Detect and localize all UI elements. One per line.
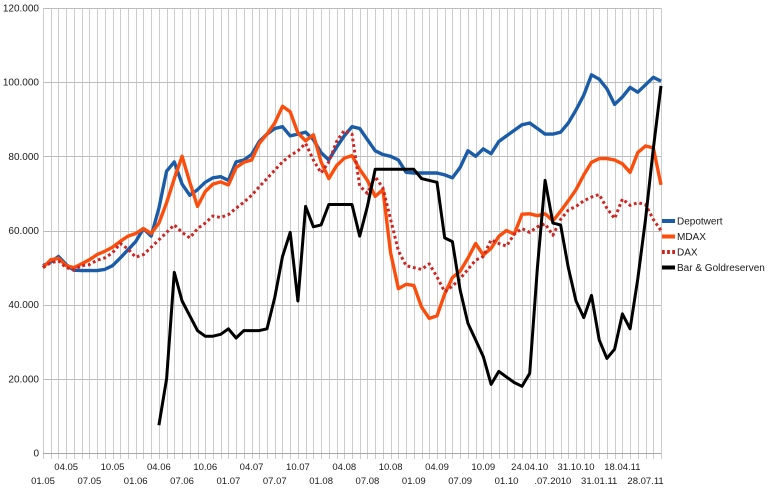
- legend-label: Bar & Goldreserven: [677, 263, 765, 274]
- x-axis-label: 01.10: [495, 476, 519, 487]
- y-axis-labels: 0 20.000 40.000 60.000 80.000 100.000 120.000: [3, 4, 40, 460]
- y-axis-label: 100.000: [3, 78, 40, 89]
- legend-label: Depotwert: [677, 217, 723, 228]
- legend: Depotwert MDAX DAX Bar & Goldreserven: [662, 217, 765, 274]
- series-line-mdax: [41, 104, 663, 321]
- y-axis-label: 0: [33, 449, 39, 460]
- x-axis-label: 04.07: [240, 462, 264, 473]
- legend-item-depotwert: Depotwert: [662, 217, 723, 228]
- legend-item-mdax: MDAX: [662, 232, 706, 243]
- x-axis-label: 18.04.11: [604, 462, 640, 473]
- x-axis-label: 01.06: [124, 476, 148, 487]
- y-axis-label: 60.000: [8, 226, 39, 237]
- x-axis-label: 04.06: [147, 462, 171, 473]
- legend-item-dax: DAX: [662, 248, 698, 259]
- x-axis-label: 10.07: [286, 462, 310, 473]
- legend-label: MDAX: [677, 232, 706, 243]
- y-axis-label: 80.000: [8, 152, 39, 163]
- x-axis-label: 04.05: [54, 462, 78, 473]
- x-axis-label: 24.04.10: [511, 462, 548, 473]
- x-axis-label: 04.08: [332, 462, 356, 473]
- x-axis-label: .07.2010: [534, 476, 571, 487]
- y-axis-label: 20.000: [8, 374, 39, 385]
- x-axis-label: 07.07: [263, 476, 287, 487]
- y-axis-label: 40.000: [8, 300, 39, 311]
- x-axis-label: 07.05: [77, 476, 101, 487]
- x-axis-label: 28.07.11: [627, 476, 663, 487]
- x-axis-label: 10.06: [193, 462, 217, 473]
- x-axis-label: 31.10.10: [558, 462, 595, 473]
- series-line-bar-goldreserven: [157, 85, 663, 426]
- x-axis-label: 10.08: [379, 462, 403, 473]
- y-axis-label: 120.000: [3, 4, 40, 15]
- legend-label: DAX: [677, 248, 698, 259]
- x-axis-label: 01.08: [309, 476, 333, 487]
- x-axis-label: 10.05: [101, 462, 125, 473]
- x-axis-label: 01.07: [217, 476, 241, 487]
- x-axis-label: 01.05: [31, 476, 55, 487]
- x-axis-label: 07.08: [356, 476, 380, 487]
- legend-item-bar-goldreserven: Bar & Goldreserven: [662, 263, 765, 274]
- x-axis-label: 04.09: [425, 462, 449, 473]
- x-axis-label: 31.01.11: [581, 476, 617, 487]
- x-axis-label: 07.06: [170, 476, 194, 487]
- x-axis-label: 07.09: [448, 476, 472, 487]
- x-axis-label: 10.09: [471, 462, 495, 473]
- x-axis-label: 01.09: [402, 476, 426, 487]
